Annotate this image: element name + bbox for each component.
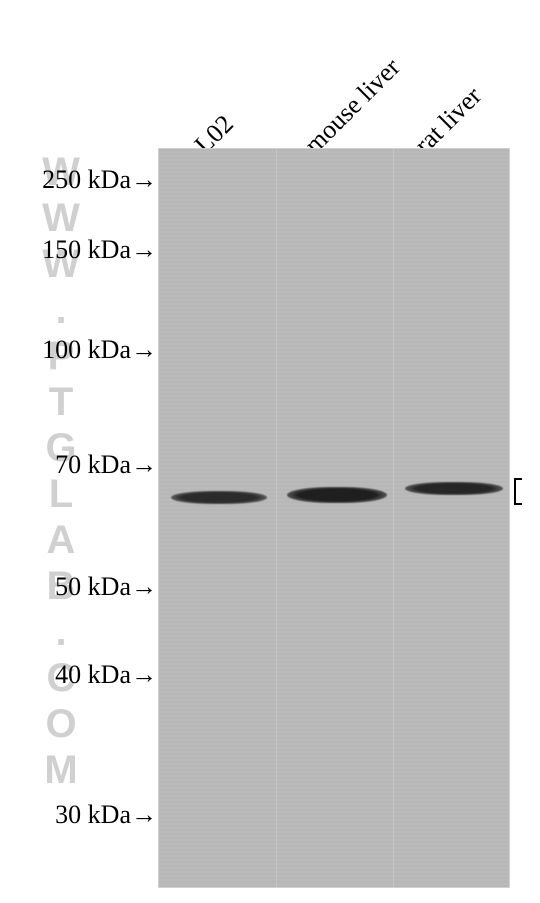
mw-label-50: 50 kDa→ <box>0 572 157 602</box>
mw-label-100: 100 kDa→ <box>0 335 157 365</box>
band-lane1 <box>171 491 267 504</box>
mw-label-150: 150 kDa→ <box>0 235 157 265</box>
mw-label-40: 40 kDa→ <box>0 660 157 690</box>
lane-label-mouse-liver: mouse liver <box>299 52 407 160</box>
mw-label-250: 250 kDa→ <box>0 165 157 195</box>
mw-label-30: 30 kDa→ <box>0 800 157 830</box>
mw-label-70: 70 kDa→ <box>0 450 157 480</box>
band-bracket-icon <box>514 478 524 506</box>
figure-container: WWW.PTGLAB.COM L02 mouse liver rat liver… <box>0 0 540 903</box>
lane-divider-1 <box>276 149 277 887</box>
band-lane2 <box>287 487 387 503</box>
lane-divider-2 <box>393 149 394 887</box>
blot-membrane <box>158 148 510 888</box>
band-lane3 <box>405 482 503 495</box>
